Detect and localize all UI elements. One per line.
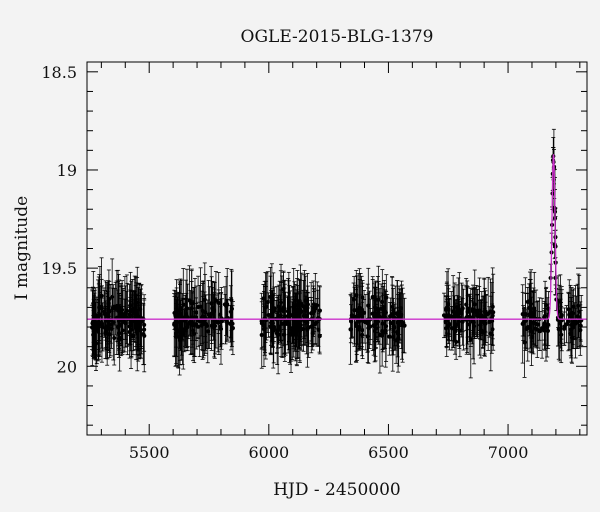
data-point [197, 284, 202, 358]
data-point [287, 285, 292, 363]
data-point [573, 285, 578, 359]
data-point [303, 292, 308, 330]
y-tick-label: 20 [57, 357, 77, 376]
data-point [119, 286, 124, 346]
data-point [314, 298, 320, 347]
data-points-group [90, 128, 584, 379]
data-point [263, 286, 268, 329]
x-axis-label: HJD - 2450000 [273, 480, 401, 500]
data-point [122, 276, 127, 353]
data-point [177, 282, 182, 339]
data-point [394, 280, 400, 347]
data-point [348, 304, 354, 339]
data-point [265, 271, 270, 333]
data-point [375, 300, 380, 343]
data-point [127, 307, 132, 346]
data-point [528, 269, 534, 339]
data-point [204, 302, 209, 349]
data-point [361, 290, 367, 336]
data-point [392, 303, 397, 351]
data-point [357, 279, 362, 350]
data-point [97, 266, 103, 326]
y-axis-label: I magnitude [12, 196, 32, 300]
data-point [568, 301, 574, 359]
data-point [96, 298, 101, 357]
data-point [212, 302, 217, 341]
data-point [399, 284, 405, 360]
data-point [200, 281, 205, 352]
y-tick-label: 19 [57, 161, 77, 180]
data-point [178, 308, 184, 341]
data-point [562, 311, 567, 346]
data-point [300, 289, 305, 323]
x-tick-label: 6000 [248, 443, 289, 462]
data-point [527, 283, 532, 333]
data-point [281, 271, 286, 307]
data-point [276, 284, 281, 329]
data-point [389, 276, 395, 356]
data-point [479, 299, 484, 332]
data-point [533, 310, 538, 347]
data-point [380, 269, 385, 335]
data-point [130, 291, 135, 331]
data-point [172, 293, 177, 357]
data-point [559, 306, 564, 364]
data-point [529, 296, 534, 366]
data-point [449, 306, 455, 351]
data-point [531, 290, 536, 355]
data-point [292, 281, 297, 336]
data-point [453, 316, 458, 346]
data-point [271, 311, 277, 342]
data-point [209, 307, 214, 344]
data-point [471, 308, 476, 337]
data-point [352, 276, 357, 345]
data-point [542, 311, 547, 350]
model-curve-group [87, 154, 587, 320]
data-point [456, 277, 461, 344]
data-point [372, 287, 378, 343]
data-point [348, 294, 353, 365]
x-tick-label: 6500 [368, 443, 409, 462]
data-point [116, 292, 121, 350]
data-point [278, 299, 283, 332]
data-point [259, 298, 264, 349]
x-tick-label: 5500 [129, 443, 170, 462]
data-point [309, 282, 314, 345]
data-point [521, 308, 527, 337]
data-point [195, 306, 201, 348]
data-point [464, 278, 469, 332]
data-point [575, 283, 580, 349]
data-point [183, 298, 189, 333]
x-tick-label: 7000 [488, 443, 529, 462]
data-point [142, 298, 147, 352]
data-point [383, 290, 388, 335]
y-tick-label: 19.5 [41, 259, 77, 278]
data-point [578, 304, 583, 356]
data-point [317, 317, 322, 355]
data-point [355, 286, 361, 349]
data-point [229, 270, 234, 348]
data-point [229, 268, 234, 331]
data-point [446, 268, 451, 340]
chart-title: OGLE-2015-BLG-1379 [241, 27, 434, 47]
data-point [441, 292, 447, 339]
data-point [268, 267, 273, 327]
data-point [134, 293, 139, 336]
data-point [174, 287, 179, 357]
data-point [123, 298, 128, 348]
model-curve [87, 154, 587, 320]
data-point [571, 288, 576, 325]
data-point [296, 300, 301, 359]
data-point [475, 288, 480, 339]
data-point [487, 306, 492, 338]
ticks-group: 5500 6000 6500 7000 18.5 19 19.5 20 [41, 62, 587, 462]
y-tick-label: 18.5 [41, 63, 77, 82]
data-point [351, 282, 356, 317]
data-point [225, 305, 230, 340]
data-point [110, 287, 115, 330]
